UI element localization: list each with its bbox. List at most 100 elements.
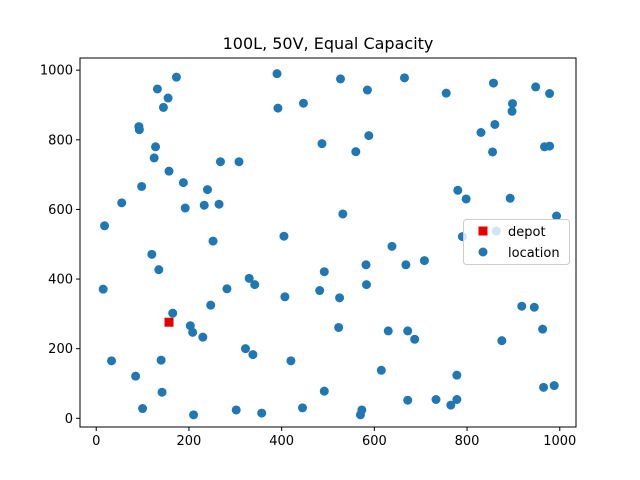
y-tick-label: 200: [48, 342, 73, 357]
location-point: [317, 139, 327, 149]
location-point: [315, 286, 325, 296]
location-point: [273, 103, 283, 113]
x-tick-label: 200: [177, 434, 202, 449]
location-point: [206, 300, 216, 310]
location-point: [215, 157, 225, 167]
location-point: [198, 332, 208, 342]
location-point: [280, 292, 290, 302]
y-tick-label: 800: [48, 133, 73, 148]
location-point: [149, 153, 159, 163]
location-point: [441, 88, 451, 98]
location-point: [98, 284, 108, 294]
location-point: [452, 370, 462, 380]
location-point: [507, 106, 517, 116]
location-point: [156, 355, 166, 365]
location-point: [539, 382, 549, 392]
location-point: [154, 265, 164, 275]
location-point: [364, 131, 374, 141]
location-point: [178, 178, 188, 188]
location-point: [336, 74, 346, 84]
location-point: [137, 181, 147, 191]
legend-box: [463, 219, 570, 265]
location-point: [545, 141, 555, 151]
location-point: [188, 327, 198, 337]
location-point: [222, 284, 232, 294]
location-point: [431, 394, 441, 404]
location-point: [552, 211, 562, 221]
location-point: [158, 102, 168, 112]
location-point: [147, 249, 157, 259]
location-point: [383, 326, 393, 336]
location-point: [387, 241, 397, 251]
location-point: [361, 260, 371, 270]
location-point: [446, 400, 456, 410]
location-point: [453, 185, 463, 195]
x-tick-label: 1000: [543, 434, 576, 449]
depot-point: [164, 317, 174, 327]
location-point: [319, 267, 329, 277]
location-point: [403, 395, 413, 405]
location-point: [376, 365, 386, 375]
location-point: [410, 334, 420, 344]
location-point: [362, 85, 372, 95]
location-point: [234, 157, 244, 167]
data-points: [98, 69, 562, 420]
location-point: [231, 405, 241, 415]
location-point: [248, 350, 258, 360]
location-point: [189, 410, 199, 420]
location-point: [452, 394, 462, 404]
location-point: [338, 209, 348, 219]
location-point: [361, 280, 371, 290]
x-tick-label: 800: [455, 434, 480, 449]
y-tick-label: 600: [48, 203, 73, 218]
location-point: [131, 371, 141, 381]
location-point: [497, 336, 507, 346]
location-point: [180, 203, 190, 213]
location-point: [461, 194, 471, 204]
y-tick-label: 1000: [40, 64, 73, 79]
location-point: [107, 356, 117, 366]
location-point: [244, 273, 254, 283]
location-point: [488, 78, 498, 88]
location-point: [298, 403, 308, 413]
location-point: [134, 125, 144, 135]
location-point: [157, 387, 167, 397]
location-point: [298, 98, 308, 108]
location-point: [319, 386, 329, 396]
location-point: [202, 185, 212, 195]
location-point: [138, 404, 148, 414]
location-point: [117, 198, 127, 208]
y-axis-ticks: 0 200 400 600 800 1000: [40, 64, 80, 427]
location-point: [507, 99, 517, 109]
location-point: [419, 256, 429, 266]
x-axis-ticks: 0 200 400 600 800 1000: [92, 427, 576, 449]
legend-depot-label: depot: [508, 225, 546, 240]
location-point: [529, 302, 539, 312]
location-point: [545, 89, 555, 99]
location-point: [214, 199, 224, 209]
location-point: [476, 127, 486, 137]
location-point: [488, 147, 498, 157]
legend: depot location: [463, 219, 570, 265]
location-point: [279, 231, 289, 241]
chart-title: 100L, 50V, Equal Capacity: [223, 34, 434, 53]
location-point: [164, 166, 174, 176]
location-point: [168, 308, 178, 318]
location-point: [100, 221, 110, 231]
location-point: [240, 344, 250, 354]
location-point: [335, 293, 345, 303]
location-point: [208, 236, 218, 246]
legend-depot-marker: [478, 226, 488, 236]
plot-frame: [79, 57, 577, 428]
location-point: [171, 72, 181, 82]
location-point: [517, 301, 527, 311]
x-tick-label: 600: [362, 434, 387, 449]
location-point: [286, 356, 296, 366]
location-point: [257, 408, 267, 418]
location-point: [250, 280, 260, 290]
location-point: [490, 119, 500, 129]
location-point: [549, 381, 559, 391]
location-point: [401, 260, 411, 270]
x-tick-label: 0: [92, 434, 100, 449]
